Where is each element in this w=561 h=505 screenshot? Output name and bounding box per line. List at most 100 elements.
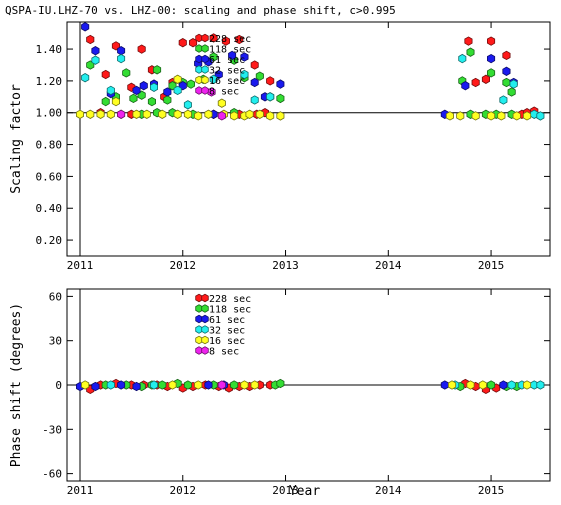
- legend-marker: [201, 44, 209, 53]
- x-tick-label: 2011: [67, 484, 94, 497]
- data-point: [486, 380, 496, 390]
- data-point: [466, 47, 475, 57]
- data-point: [523, 111, 532, 121]
- data-point: [117, 380, 126, 390]
- data-point: [139, 81, 148, 91]
- data-point: [536, 380, 545, 390]
- data-point: [217, 98, 226, 108]
- data-point: [240, 380, 249, 390]
- x-tick-label: 2013: [272, 484, 299, 497]
- data-point: [209, 74, 218, 84]
- data-point: [149, 380, 159, 390]
- data-point: [250, 60, 259, 70]
- legend-label: 118 sec: [209, 305, 251, 316]
- data-point: [106, 109, 115, 119]
- data-point: [96, 109, 105, 119]
- x-tick-label: 2012: [170, 484, 197, 497]
- legend-marker: [201, 293, 209, 303]
- data-point: [91, 381, 100, 392]
- legend-label: 32 sec: [209, 326, 245, 337]
- data-point: [486, 111, 496, 121]
- legend-label: 16 sec: [209, 76, 245, 87]
- data-point: [158, 109, 167, 119]
- y-tick-label: 1.40: [36, 43, 63, 56]
- data-point: [117, 46, 126, 56]
- data-point: [245, 109, 254, 119]
- data-point: [255, 71, 264, 81]
- data-point: [81, 73, 90, 83]
- data-point: [530, 109, 539, 119]
- series-228-sec: [86, 33, 539, 119]
- data-point: [163, 95, 172, 105]
- data-point: [230, 111, 239, 121]
- data-point: [486, 68, 496, 78]
- legend-label: 118 sec: [209, 45, 251, 56]
- legend-marker: [201, 65, 209, 74]
- legend-label: 228 sec: [209, 294, 251, 305]
- y-axis-label: Phase shift (degrees): [9, 303, 24, 467]
- legend-marker: [201, 325, 209, 334]
- data-point: [512, 111, 521, 121]
- data-point: [101, 69, 110, 80]
- data-point: [235, 34, 244, 45]
- legend-marker: [201, 314, 209, 324]
- y-tick-label: 0.20: [36, 234, 63, 247]
- data-point: [183, 380, 192, 390]
- data-point: [266, 76, 275, 86]
- y-tick-label: 1.20: [36, 75, 63, 88]
- data-point: [466, 380, 475, 390]
- data-point: [186, 79, 196, 89]
- data-point: [266, 92, 275, 102]
- y-tick-label: 60: [49, 290, 62, 303]
- data-point: [250, 77, 259, 88]
- y-tick-label: 0: [55, 379, 62, 392]
- data-point: [266, 111, 275, 121]
- data-point: [499, 380, 508, 390]
- x-axis-label: Year: [289, 484, 320, 499]
- panel-scaling: 2011 2012 2013 2014 2015 0.20 0.40 0.60 0.80 1.00…: [5, 4, 551, 272]
- x-tick-label: 2014: [375, 259, 402, 272]
- x-tick-label: 2011: [67, 259, 94, 272]
- data-point: [217, 380, 226, 390]
- data-point: [137, 44, 146, 54]
- data-point: [221, 36, 231, 46]
- data-point: [507, 380, 516, 390]
- data-point: [509, 79, 518, 89]
- data-point: [456, 111, 465, 121]
- data-point: [122, 68, 131, 78]
- series-32-sec: [106, 380, 545, 390]
- data-point: [117, 109, 126, 119]
- data-point: [486, 53, 496, 64]
- data-point: [486, 36, 496, 46]
- data-point: [132, 109, 141, 119]
- data-point: [471, 77, 480, 88]
- legend-label: 16 sec: [209, 336, 245, 347]
- data-point: [101, 96, 110, 107]
- series-8-sec: [217, 380, 226, 390]
- data-point: [250, 95, 259, 105]
- data-point: [183, 109, 192, 119]
- legend-label: 32 sec: [209, 66, 245, 77]
- x-tick-label: 2013: [272, 259, 299, 272]
- data-point: [217, 111, 226, 121]
- x-tick-label: 2015: [478, 259, 505, 272]
- data-point: [447, 380, 457, 390]
- data-point: [276, 79, 285, 89]
- legend-label: 8 sec: [209, 347, 239, 358]
- data-point: [464, 36, 473, 46]
- data-point: [250, 380, 259, 390]
- legend-marker: [201, 346, 209, 355]
- data-point: [132, 381, 141, 392]
- data-point: [204, 109, 213, 119]
- plot-frame: [66, 21, 551, 257]
- data-point: [240, 69, 249, 80]
- legend-marker: [201, 304, 209, 313]
- y-tick-label: 0.80: [36, 139, 63, 152]
- data-point: [129, 93, 138, 104]
- y-tick-label: -60: [42, 468, 62, 481]
- data-point: [440, 380, 449, 390]
- data-point: [149, 82, 159, 92]
- legend-label: 228 sec: [209, 34, 251, 45]
- legend-label: 61 sec: [209, 55, 245, 66]
